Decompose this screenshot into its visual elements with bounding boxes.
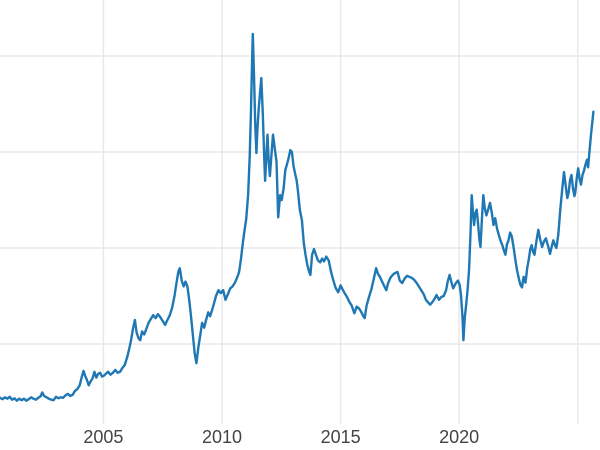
- x-tick-label: 2015: [321, 427, 361, 447]
- x-tick-label: 2010: [202, 427, 242, 447]
- price-line-series: [0, 32, 595, 402]
- gridlines: [0, 0, 600, 424]
- x-tick-label: 2005: [83, 427, 123, 447]
- x-axis-tick-labels: 2005 2010 2015 2020: [83, 427, 479, 447]
- x-tick-label: 2020: [439, 427, 479, 447]
